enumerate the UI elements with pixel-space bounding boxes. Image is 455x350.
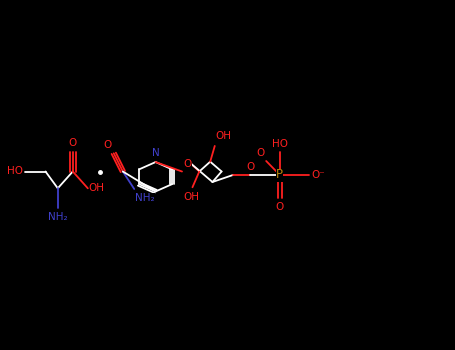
Text: OH: OH: [89, 183, 105, 193]
Text: O: O: [183, 159, 192, 169]
Text: P: P: [276, 168, 283, 182]
Text: O: O: [103, 140, 111, 150]
Text: N: N: [152, 148, 160, 158]
Text: OH: OH: [216, 131, 232, 141]
Text: HO: HO: [7, 167, 23, 176]
Text: OH: OH: [183, 192, 199, 202]
Text: O: O: [256, 148, 264, 158]
Text: O: O: [69, 138, 77, 148]
Text: O: O: [276, 202, 284, 212]
Text: O⁻: O⁻: [312, 170, 325, 180]
Text: NH₂: NH₂: [48, 212, 68, 222]
Text: HO: HO: [272, 139, 288, 149]
Text: O: O: [246, 161, 254, 171]
Text: NH₂: NH₂: [135, 193, 155, 203]
